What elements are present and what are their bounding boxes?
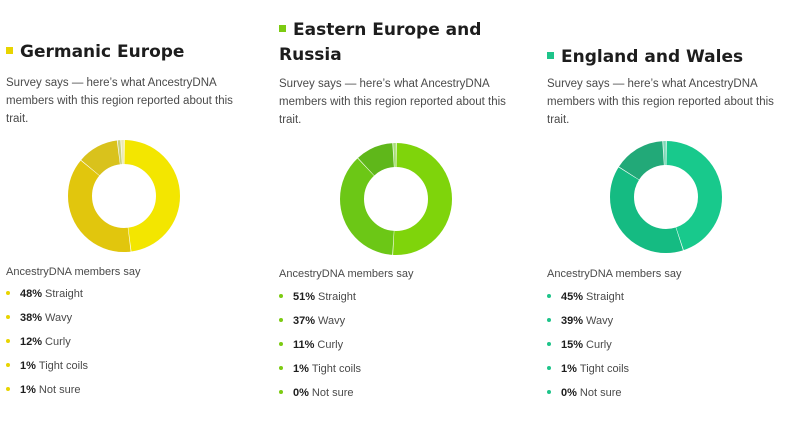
region-description: Survey says — here’s what AncestryDNA me… bbox=[279, 78, 506, 126]
bullet-icon bbox=[279, 318, 283, 323]
stat-item: 1% Tight coils bbox=[279, 363, 361, 387]
bullet-icon bbox=[6, 387, 10, 392]
region-color-swatch bbox=[6, 47, 13, 55]
bullet-icon bbox=[547, 294, 551, 299]
stat-label: Straight bbox=[318, 291, 356, 303]
stat-label: Not sure bbox=[38, 384, 81, 396]
bullet-icon bbox=[6, 339, 10, 344]
stat-label: Tight coils bbox=[38, 360, 89, 372]
stat-item: 15% Curly bbox=[547, 339, 629, 363]
stat-label: Not sure bbox=[579, 387, 622, 399]
bullet-icon bbox=[547, 390, 551, 395]
stat-percent: 1% bbox=[561, 363, 577, 375]
donut-slice-separator bbox=[340, 143, 452, 255]
bullet-icon bbox=[6, 291, 10, 296]
donut-slice bbox=[68, 140, 180, 252]
stat-label: Straight bbox=[45, 288, 83, 300]
stat-label: Wavy bbox=[45, 312, 73, 324]
stat-percent: 11% bbox=[293, 339, 315, 351]
stat-label: Curly bbox=[45, 336, 71, 348]
donut-chart bbox=[610, 141, 722, 253]
donut-slice-separator bbox=[610, 141, 722, 253]
stat-percent: 45% bbox=[561, 291, 584, 303]
stat-label: Not sure bbox=[311, 387, 354, 399]
region-color-swatch bbox=[547, 52, 554, 60]
donut-slice bbox=[610, 141, 722, 253]
stats-list: 48% Straight 38% Wavy 12% Curly 1% Tight coils 1… bbox=[6, 288, 88, 408]
stat-percent: 48% bbox=[20, 288, 43, 300]
stat-percent: 0% bbox=[293, 387, 309, 399]
bullet-icon bbox=[6, 363, 10, 368]
stat-item: 1% Tight coils bbox=[6, 360, 88, 384]
stat-percent: 15% bbox=[561, 339, 584, 351]
stat-percent: 51% bbox=[293, 291, 316, 303]
region-title: Germanic Europe bbox=[20, 42, 185, 62]
stat-item: 51% Straight bbox=[279, 291, 361, 315]
region-heading: Germanic Europe bbox=[6, 40, 241, 65]
region-description: Survey says — here’s what AncestryDNA me… bbox=[6, 77, 233, 125]
stat-item: 39% Wavy bbox=[547, 315, 629, 339]
stat-item: 12% Curly bbox=[6, 336, 88, 360]
region-color-swatch bbox=[279, 25, 286, 33]
members-say-label: AncestryDNA members say bbox=[6, 266, 141, 278]
stat-percent: 12% bbox=[20, 336, 43, 348]
bullet-icon bbox=[279, 366, 283, 371]
bullet-icon bbox=[547, 342, 551, 347]
donut-slice-separator bbox=[68, 140, 180, 252]
donut-chart bbox=[68, 140, 180, 252]
stat-label: Wavy bbox=[586, 315, 614, 327]
region-description: Survey says — here’s what AncestryDNA me… bbox=[547, 78, 774, 126]
region-heading: Eastern Europe and Russia bbox=[279, 18, 514, 68]
bullet-icon bbox=[6, 315, 10, 320]
stat-percent: 1% bbox=[20, 384, 36, 396]
stat-label: Tight coils bbox=[311, 363, 362, 375]
stats-list: 45% Straight 39% Wavy 15% Curly 1% Tight coils 0… bbox=[547, 291, 629, 411]
stat-item: 1% Tight coils bbox=[547, 363, 629, 387]
stat-item: 0% Not sure bbox=[279, 387, 361, 411]
stat-item: 1% Not sure bbox=[6, 384, 88, 408]
stat-percent: 0% bbox=[561, 387, 577, 399]
region-title: Eastern Europe and Russia bbox=[279, 20, 482, 65]
stat-label: Curly bbox=[317, 339, 344, 351]
stat-label: Straight bbox=[586, 291, 624, 303]
bullet-icon bbox=[547, 318, 551, 323]
bullet-icon bbox=[279, 294, 283, 299]
stat-percent: 1% bbox=[20, 360, 36, 372]
stat-percent: 39% bbox=[561, 315, 584, 327]
members-say-label: AncestryDNA members say bbox=[547, 268, 682, 280]
stat-item: 48% Straight bbox=[6, 288, 88, 312]
bullet-icon bbox=[279, 390, 283, 395]
region-heading: England and Wales bbox=[547, 45, 782, 70]
bullet-icon bbox=[279, 342, 283, 347]
stat-label: Curly bbox=[586, 339, 612, 351]
stat-label: Tight coils bbox=[579, 363, 630, 375]
stat-item: 38% Wavy bbox=[6, 312, 88, 336]
donut-slice bbox=[340, 143, 452, 255]
region-title: England and Wales bbox=[561, 47, 744, 67]
members-say-label: AncestryDNA members say bbox=[279, 268, 414, 280]
stat-percent: 38% bbox=[20, 312, 43, 324]
donut-chart bbox=[340, 143, 452, 255]
stat-item: 45% Straight bbox=[547, 291, 629, 315]
stats-list: 51% Straight 37% Wavy 11% Curly 1% Tight coils 0… bbox=[279, 291, 361, 411]
stat-item: 11% Curly bbox=[279, 339, 361, 363]
stat-percent: 1% bbox=[293, 363, 309, 375]
stat-percent: 37% bbox=[293, 315, 316, 327]
stat-label: Wavy bbox=[318, 315, 346, 327]
stat-item: 37% Wavy bbox=[279, 315, 361, 339]
bullet-icon bbox=[547, 366, 551, 371]
stat-item: 0% Not sure bbox=[547, 387, 629, 411]
